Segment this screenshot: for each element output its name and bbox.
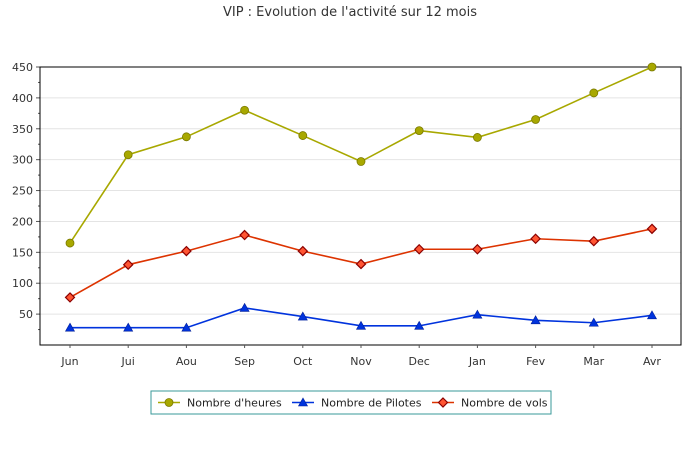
data-point	[64, 322, 76, 332]
x-tick-label: Nov	[350, 355, 372, 368]
x-tick-label: Jui	[121, 355, 135, 368]
data-point	[589, 88, 599, 98]
plot-area	[40, 67, 681, 345]
data-point	[355, 320, 367, 330]
data-point	[240, 105, 250, 115]
y-tick-label: 350	[12, 123, 33, 136]
legend-box	[150, 390, 552, 415]
data-point	[646, 223, 658, 235]
data-point	[414, 126, 424, 136]
legend-marker	[297, 397, 309, 407]
data-point	[239, 229, 250, 241]
data-point	[472, 133, 482, 142]
data-point	[588, 235, 600, 247]
x-tick-label: Oct	[293, 355, 313, 368]
y-tick-label: 200	[12, 215, 33, 228]
data-point	[646, 310, 658, 320]
y-tick-label: 250	[12, 185, 33, 198]
y-tick-label: 50	[19, 308, 33, 321]
data-point	[239, 302, 250, 312]
data-point	[181, 322, 192, 332]
data-point	[64, 292, 76, 303]
legend-marker	[437, 397, 449, 408]
data-point	[355, 258, 367, 270]
data-point	[181, 132, 191, 142]
data-point	[298, 131, 308, 140]
chart-title: VIP : Evolution de l'activité sur 12 moi…	[222, 5, 478, 20]
data-point	[181, 245, 192, 257]
legend-marker	[164, 398, 174, 407]
x-tick-label: Sep	[234, 355, 255, 368]
x-tick-label: Dec	[409, 355, 430, 368]
x-tick-label: Avr	[643, 355, 661, 368]
y-tick-label: 400	[12, 92, 33, 105]
data-point	[65, 238, 75, 248]
legend-label: Nombre d'heures	[187, 397, 282, 410]
legend-label: Nombre de vols	[461, 397, 548, 410]
data-point	[647, 62, 657, 72]
data-point	[123, 150, 133, 160]
x-tick-label: Mar	[583, 355, 604, 368]
data-point	[414, 320, 425, 330]
y-tick-label: 450	[12, 61, 33, 74]
data-point	[530, 315, 541, 325]
data-point	[123, 322, 134, 332]
x-tick-label: Jan	[468, 355, 486, 368]
data-point	[413, 243, 425, 255]
data-point	[297, 245, 309, 257]
y-tick-label: 100	[12, 277, 33, 290]
x-tick-label: Fev	[526, 355, 545, 368]
data-point	[530, 233, 541, 245]
data-point	[472, 243, 483, 255]
legend-label: Nombre de Pilotes	[321, 397, 422, 410]
y-tick-label: 300	[12, 154, 33, 167]
x-tick-label: Aou	[176, 355, 197, 368]
data-point	[297, 311, 308, 321]
x-tick-label: Jun	[60, 355, 78, 368]
data-point	[122, 259, 134, 271]
data-point	[472, 309, 483, 319]
y-tick-label: 150	[12, 246, 33, 259]
data-point	[588, 317, 599, 327]
data-point	[356, 157, 366, 166]
data-point	[531, 115, 540, 124]
